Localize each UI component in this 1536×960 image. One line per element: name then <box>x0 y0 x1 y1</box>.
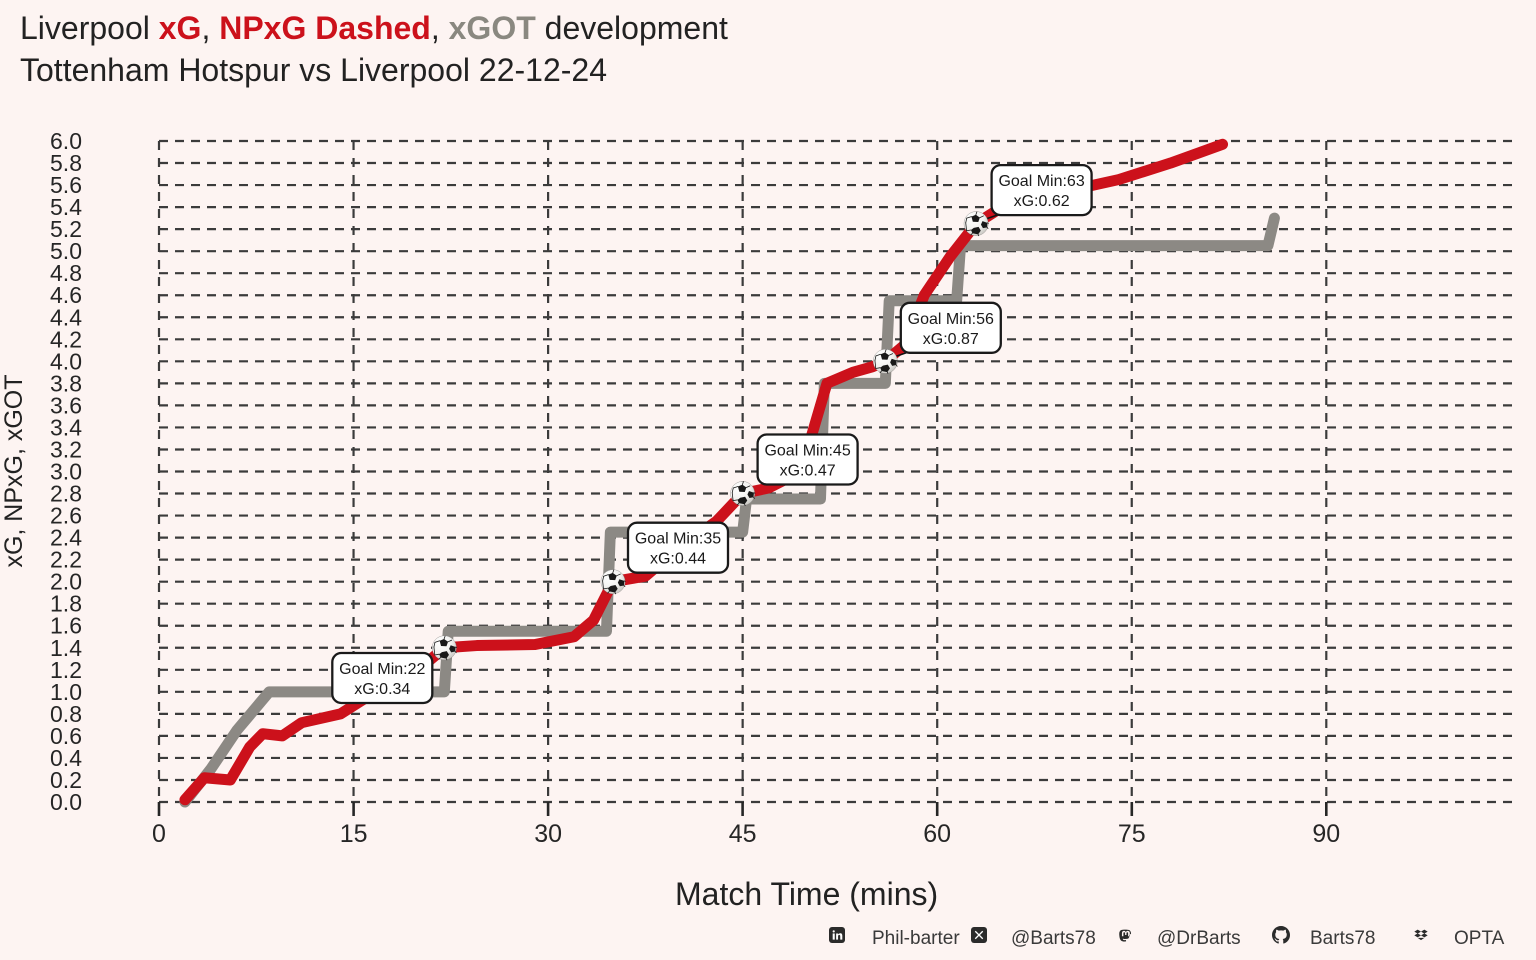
svg-text:Goal Min:35: Goal Min:35 <box>635 531 721 548</box>
svg-text:xG:0.87: xG:0.87 <box>923 331 979 348</box>
svg-text:Goal Min:63: Goal Min:63 <box>998 173 1084 190</box>
svg-text:30: 30 <box>534 820 562 848</box>
svg-text:60: 60 <box>923 820 951 848</box>
svg-text:45: 45 <box>729 820 757 848</box>
svg-text:Goal Min:45: Goal Min:45 <box>764 443 850 460</box>
svg-text:xG:0.44: xG:0.44 <box>650 551 706 568</box>
svg-text:Goal Min:56: Goal Min:56 <box>908 311 994 328</box>
svg-text:15: 15 <box>340 820 368 848</box>
svg-text:75: 75 <box>1118 820 1146 848</box>
svg-text:xG:0.62: xG:0.62 <box>1014 193 1070 210</box>
svg-text:xG:0.47: xG:0.47 <box>780 463 836 480</box>
svg-text:6.0: 6.0 <box>50 128 82 154</box>
svg-text:Goal Min:22: Goal Min:22 <box>339 661 425 678</box>
svg-text:xG:0.34: xG:0.34 <box>354 681 410 698</box>
svg-text:0: 0 <box>152 820 166 848</box>
svg-text:90: 90 <box>1312 820 1340 848</box>
